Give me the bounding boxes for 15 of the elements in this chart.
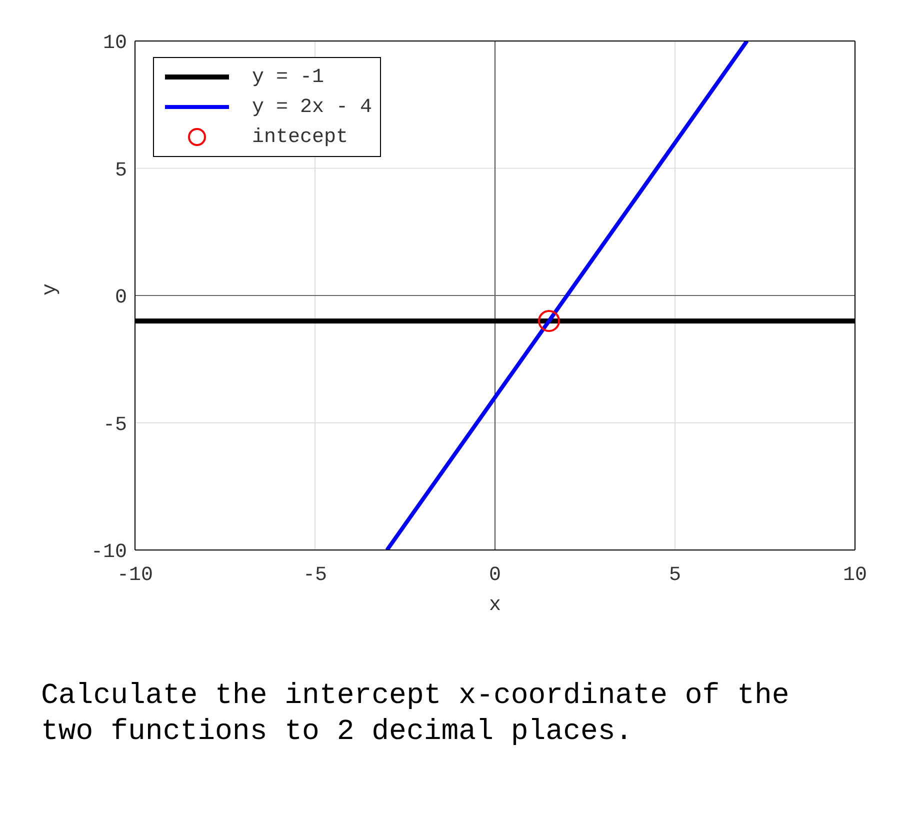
legend-label: y = -1 [252, 66, 324, 88]
y-tick-label: 0 [114, 286, 127, 310]
y-tick-label: 10 [102, 32, 127, 56]
x-tick-label: -5 [302, 564, 328, 588]
y-tick-label: -5 [102, 414, 127, 437]
y-tick-label: -10 [90, 541, 127, 564]
x-tick-label: 0 [488, 564, 502, 588]
y-axis-title: y [39, 283, 62, 296]
legend-label: y = 2x - 4 [252, 96, 372, 118]
x-tick-label: 10 [842, 564, 868, 588]
text: Calculate the intercept x-coordinate of the two functions to 2 decimal places. [41, 678, 790, 750]
y-tick-label: 5 [114, 159, 127, 182]
legend-label: intecept [252, 126, 348, 148]
x-axis-title: x [488, 594, 502, 617]
x-tick-label: 5 [668, 564, 682, 588]
